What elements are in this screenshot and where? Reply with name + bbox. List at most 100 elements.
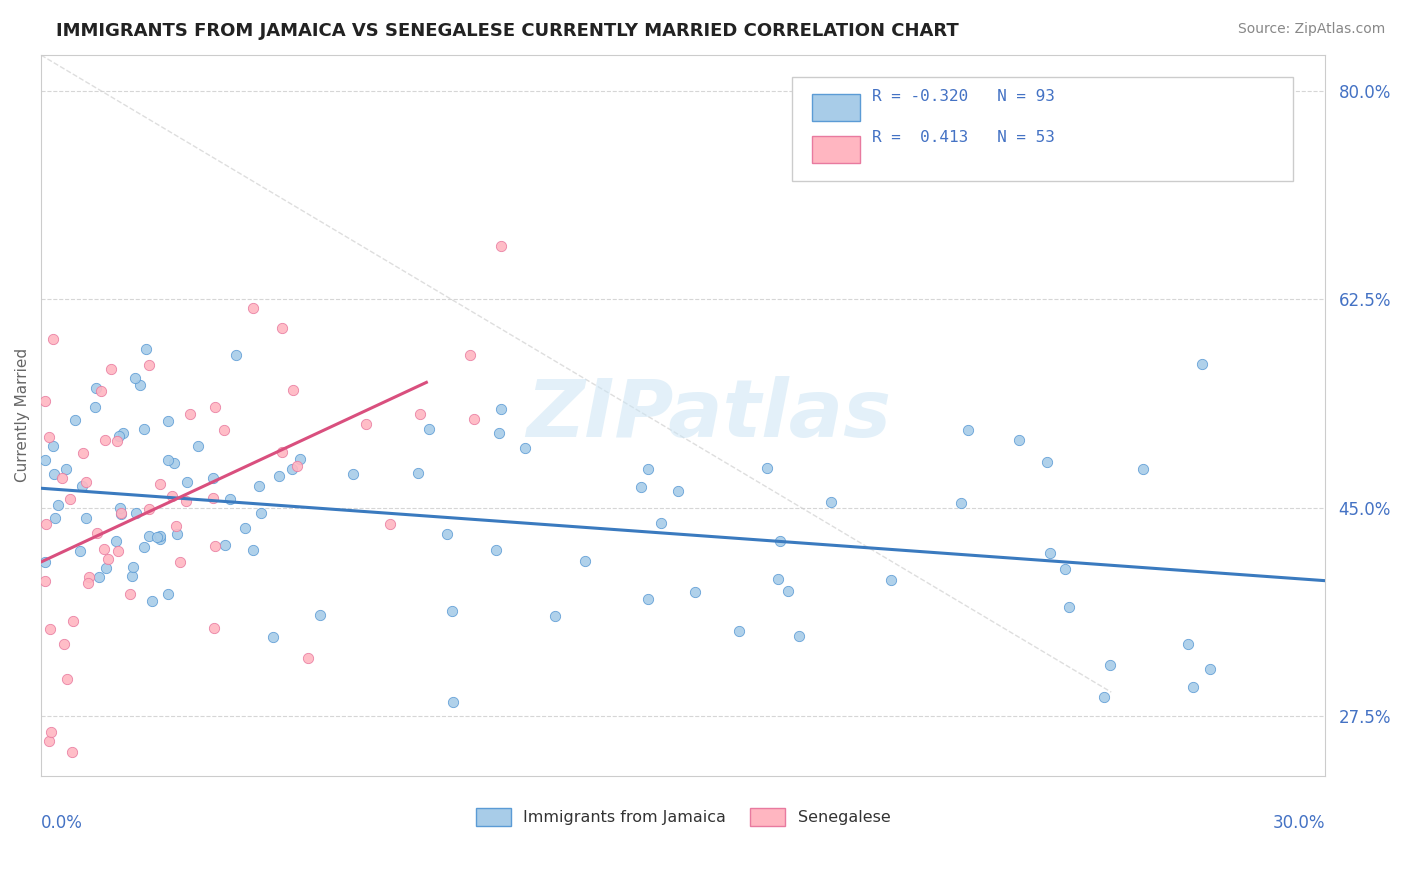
Point bbox=[53, 636, 76, 650]
Point bbox=[166, 526, 188, 541]
Point bbox=[283, 383, 305, 397]
FancyBboxPatch shape bbox=[811, 136, 860, 163]
Legend: Immigrants from Jamaica, Senegalese: Immigrants from Jamaica, Senegalese bbox=[470, 801, 897, 832]
Point bbox=[135, 343, 157, 357]
Text: ZIPatlas: ZIPatlas bbox=[526, 376, 891, 454]
Point bbox=[165, 519, 187, 533]
Point bbox=[122, 559, 145, 574]
Point bbox=[77, 576, 100, 591]
Point bbox=[110, 508, 132, 522]
Point bbox=[1036, 455, 1059, 469]
Point bbox=[34, 517, 56, 532]
Point bbox=[75, 511, 97, 525]
Text: IMMIGRANTS FROM JAMAICA VS SENEGALESE CURRENTLY MARRIED CORRELATION CHART: IMMIGRANTS FROM JAMAICA VS SENEGALESE CU… bbox=[56, 22, 959, 40]
Point bbox=[104, 533, 127, 548]
Point bbox=[202, 621, 225, 635]
Point bbox=[204, 400, 226, 414]
Point bbox=[38, 430, 60, 444]
Point bbox=[1198, 662, 1220, 676]
Point bbox=[138, 529, 160, 543]
Point bbox=[683, 585, 706, 599]
Point bbox=[409, 407, 432, 421]
Point bbox=[408, 466, 430, 480]
Point bbox=[125, 506, 148, 520]
Point bbox=[441, 694, 464, 708]
Point bbox=[110, 506, 132, 520]
Point bbox=[90, 384, 112, 398]
Point bbox=[1177, 636, 1199, 650]
Point bbox=[485, 543, 508, 558]
Point bbox=[489, 401, 512, 416]
Point bbox=[62, 614, 84, 628]
Point bbox=[179, 407, 201, 421]
Point bbox=[1132, 461, 1154, 475]
Point bbox=[1191, 357, 1213, 371]
Point bbox=[75, 475, 97, 489]
Point bbox=[94, 561, 117, 575]
Point bbox=[666, 484, 689, 499]
Point bbox=[51, 471, 73, 485]
Point bbox=[141, 594, 163, 608]
Point bbox=[160, 489, 183, 503]
Point bbox=[42, 439, 65, 453]
Point bbox=[342, 467, 364, 481]
Point bbox=[233, 521, 256, 535]
Point bbox=[247, 478, 270, 492]
Point bbox=[637, 592, 659, 607]
Point bbox=[488, 425, 510, 440]
Point bbox=[108, 429, 131, 443]
Y-axis label: Currently Married: Currently Married bbox=[15, 348, 30, 483]
Point bbox=[271, 445, 294, 459]
Point bbox=[59, 492, 82, 507]
Point bbox=[89, 570, 111, 584]
Point bbox=[463, 411, 485, 425]
Point bbox=[489, 239, 512, 253]
Point bbox=[138, 359, 160, 373]
Point bbox=[34, 393, 56, 408]
Point bbox=[86, 526, 108, 541]
Point bbox=[270, 321, 292, 335]
Point bbox=[756, 460, 779, 475]
Point bbox=[297, 650, 319, 665]
Point bbox=[169, 555, 191, 569]
Point bbox=[77, 570, 100, 584]
Point bbox=[458, 348, 481, 362]
Point bbox=[34, 452, 56, 467]
Point bbox=[187, 439, 209, 453]
Point bbox=[156, 453, 179, 467]
Point bbox=[124, 370, 146, 384]
Point bbox=[515, 441, 537, 455]
Point bbox=[204, 540, 226, 554]
Point bbox=[70, 479, 93, 493]
Point bbox=[727, 624, 749, 638]
Point bbox=[93, 542, 115, 557]
Point bbox=[378, 516, 401, 531]
Point bbox=[38, 623, 60, 637]
Point bbox=[1039, 546, 1062, 560]
Point bbox=[149, 477, 172, 491]
Point bbox=[60, 745, 83, 759]
Point bbox=[93, 434, 115, 448]
Point bbox=[34, 574, 56, 588]
Point bbox=[1098, 657, 1121, 672]
Point bbox=[110, 500, 132, 515]
Point bbox=[201, 491, 224, 505]
Point bbox=[38, 734, 60, 748]
Point bbox=[107, 434, 129, 449]
Point bbox=[134, 540, 156, 554]
Point bbox=[129, 378, 152, 392]
Point bbox=[107, 543, 129, 558]
Point bbox=[138, 502, 160, 516]
Point bbox=[34, 555, 56, 569]
Point bbox=[1092, 690, 1115, 705]
Point bbox=[242, 301, 264, 315]
Point bbox=[309, 607, 332, 622]
Point bbox=[83, 400, 105, 414]
Point bbox=[637, 462, 659, 476]
Point bbox=[100, 361, 122, 376]
Point bbox=[950, 496, 973, 510]
Point bbox=[880, 573, 903, 587]
Point bbox=[242, 543, 264, 558]
Point bbox=[44, 511, 66, 525]
Point bbox=[219, 492, 242, 507]
